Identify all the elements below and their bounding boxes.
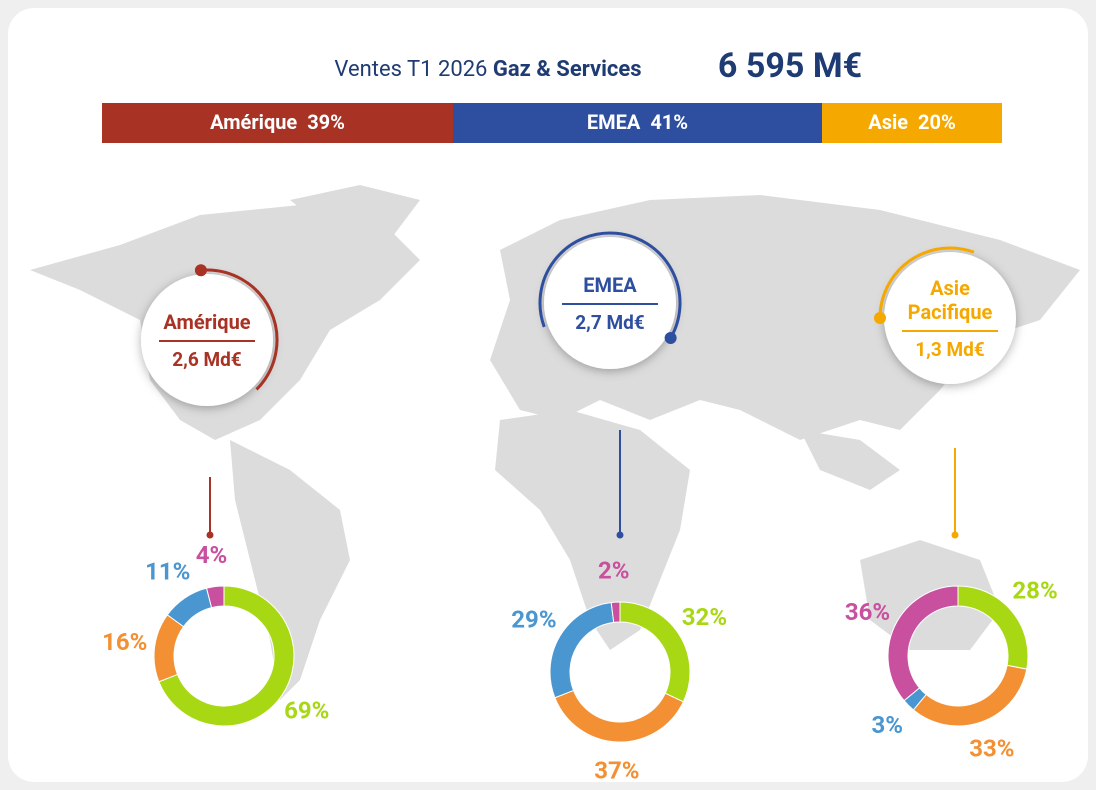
donut-slice: [158, 585, 295, 727]
bar-segment: [822, 103, 1002, 143]
bubble-dot: [874, 312, 886, 324]
title: Ventes T1 2026 Gaz & Services: [334, 57, 641, 82]
bubble-title: Asie Pacifique: [907, 275, 993, 324]
bar-value-label: 39%: [307, 110, 345, 134]
bubble-subtitle: 1,3 Md€: [915, 337, 985, 361]
donut-value-label: 4%: [196, 541, 228, 569]
donut-value-label: 33%: [969, 734, 1014, 762]
bubble-circle: [884, 252, 1016, 384]
total: 6 595 M€: [718, 46, 862, 86]
bar-value-label: 41%: [650, 110, 688, 134]
donut-value-label: 16%: [102, 628, 147, 656]
bubble-rule: [159, 339, 255, 342]
donut-slice: [610, 601, 621, 623]
donut-value-label: 32%: [682, 603, 727, 631]
leader-dot: [616, 531, 624, 539]
bubble-text: EMEA 2,7 Md€: [552, 273, 668, 334]
bubble-subtitle: 2,6 Md€: [172, 347, 242, 371]
bubble-dot: [664, 332, 677, 344]
bubble-rule: [562, 302, 658, 305]
bubble-arc: [200, 268, 279, 391]
donut-value-label: 11%: [145, 558, 190, 586]
donut-value-label: 36%: [845, 598, 890, 626]
title-text: Ventes T1 2026: [334, 57, 487, 82]
bar-segment: [453, 103, 822, 143]
bubble-arc: [878, 246, 975, 319]
donut-slice: [205, 585, 225, 609]
bar-category: Amérique: [210, 110, 297, 134]
bar-label: EMEA 41%: [587, 110, 688, 134]
bar-label: Amérique 39%: [210, 110, 345, 134]
bubble-rule: [902, 329, 998, 332]
bar-category: EMEA: [587, 110, 641, 134]
bubble-dot: [194, 264, 207, 277]
donut-value-label: 69%: [284, 697, 329, 725]
bubble-subtitle: 2,7 Md€: [575, 310, 645, 334]
bubble-text: Asie Pacifique 1,3 Md€: [892, 276, 1008, 361]
donut-value-label: 3%: [872, 711, 904, 739]
leader-dot: [951, 531, 959, 539]
bubble-title: Amérique: [163, 309, 251, 334]
bar-value-label: 20%: [918, 110, 956, 134]
leader-dot: [206, 531, 214, 539]
donut-value-label: 37%: [594, 756, 639, 784]
title-bold: Gaz & Services: [493, 57, 642, 82]
bar-category: Asie: [868, 110, 908, 134]
donut-slice: [887, 585, 959, 702]
bar-segment: [102, 103, 453, 143]
donut-value-label: 29%: [511, 605, 556, 633]
donut-value-label: 2%: [598, 557, 630, 585]
bubble-title: EMEA: [583, 272, 637, 297]
bar-label: Asie 20%: [868, 110, 956, 134]
bubble-text: Amérique 2,6 Md€: [149, 310, 265, 371]
bubble-arc: [538, 231, 682, 339]
donut-value-label: 28%: [1012, 577, 1057, 605]
